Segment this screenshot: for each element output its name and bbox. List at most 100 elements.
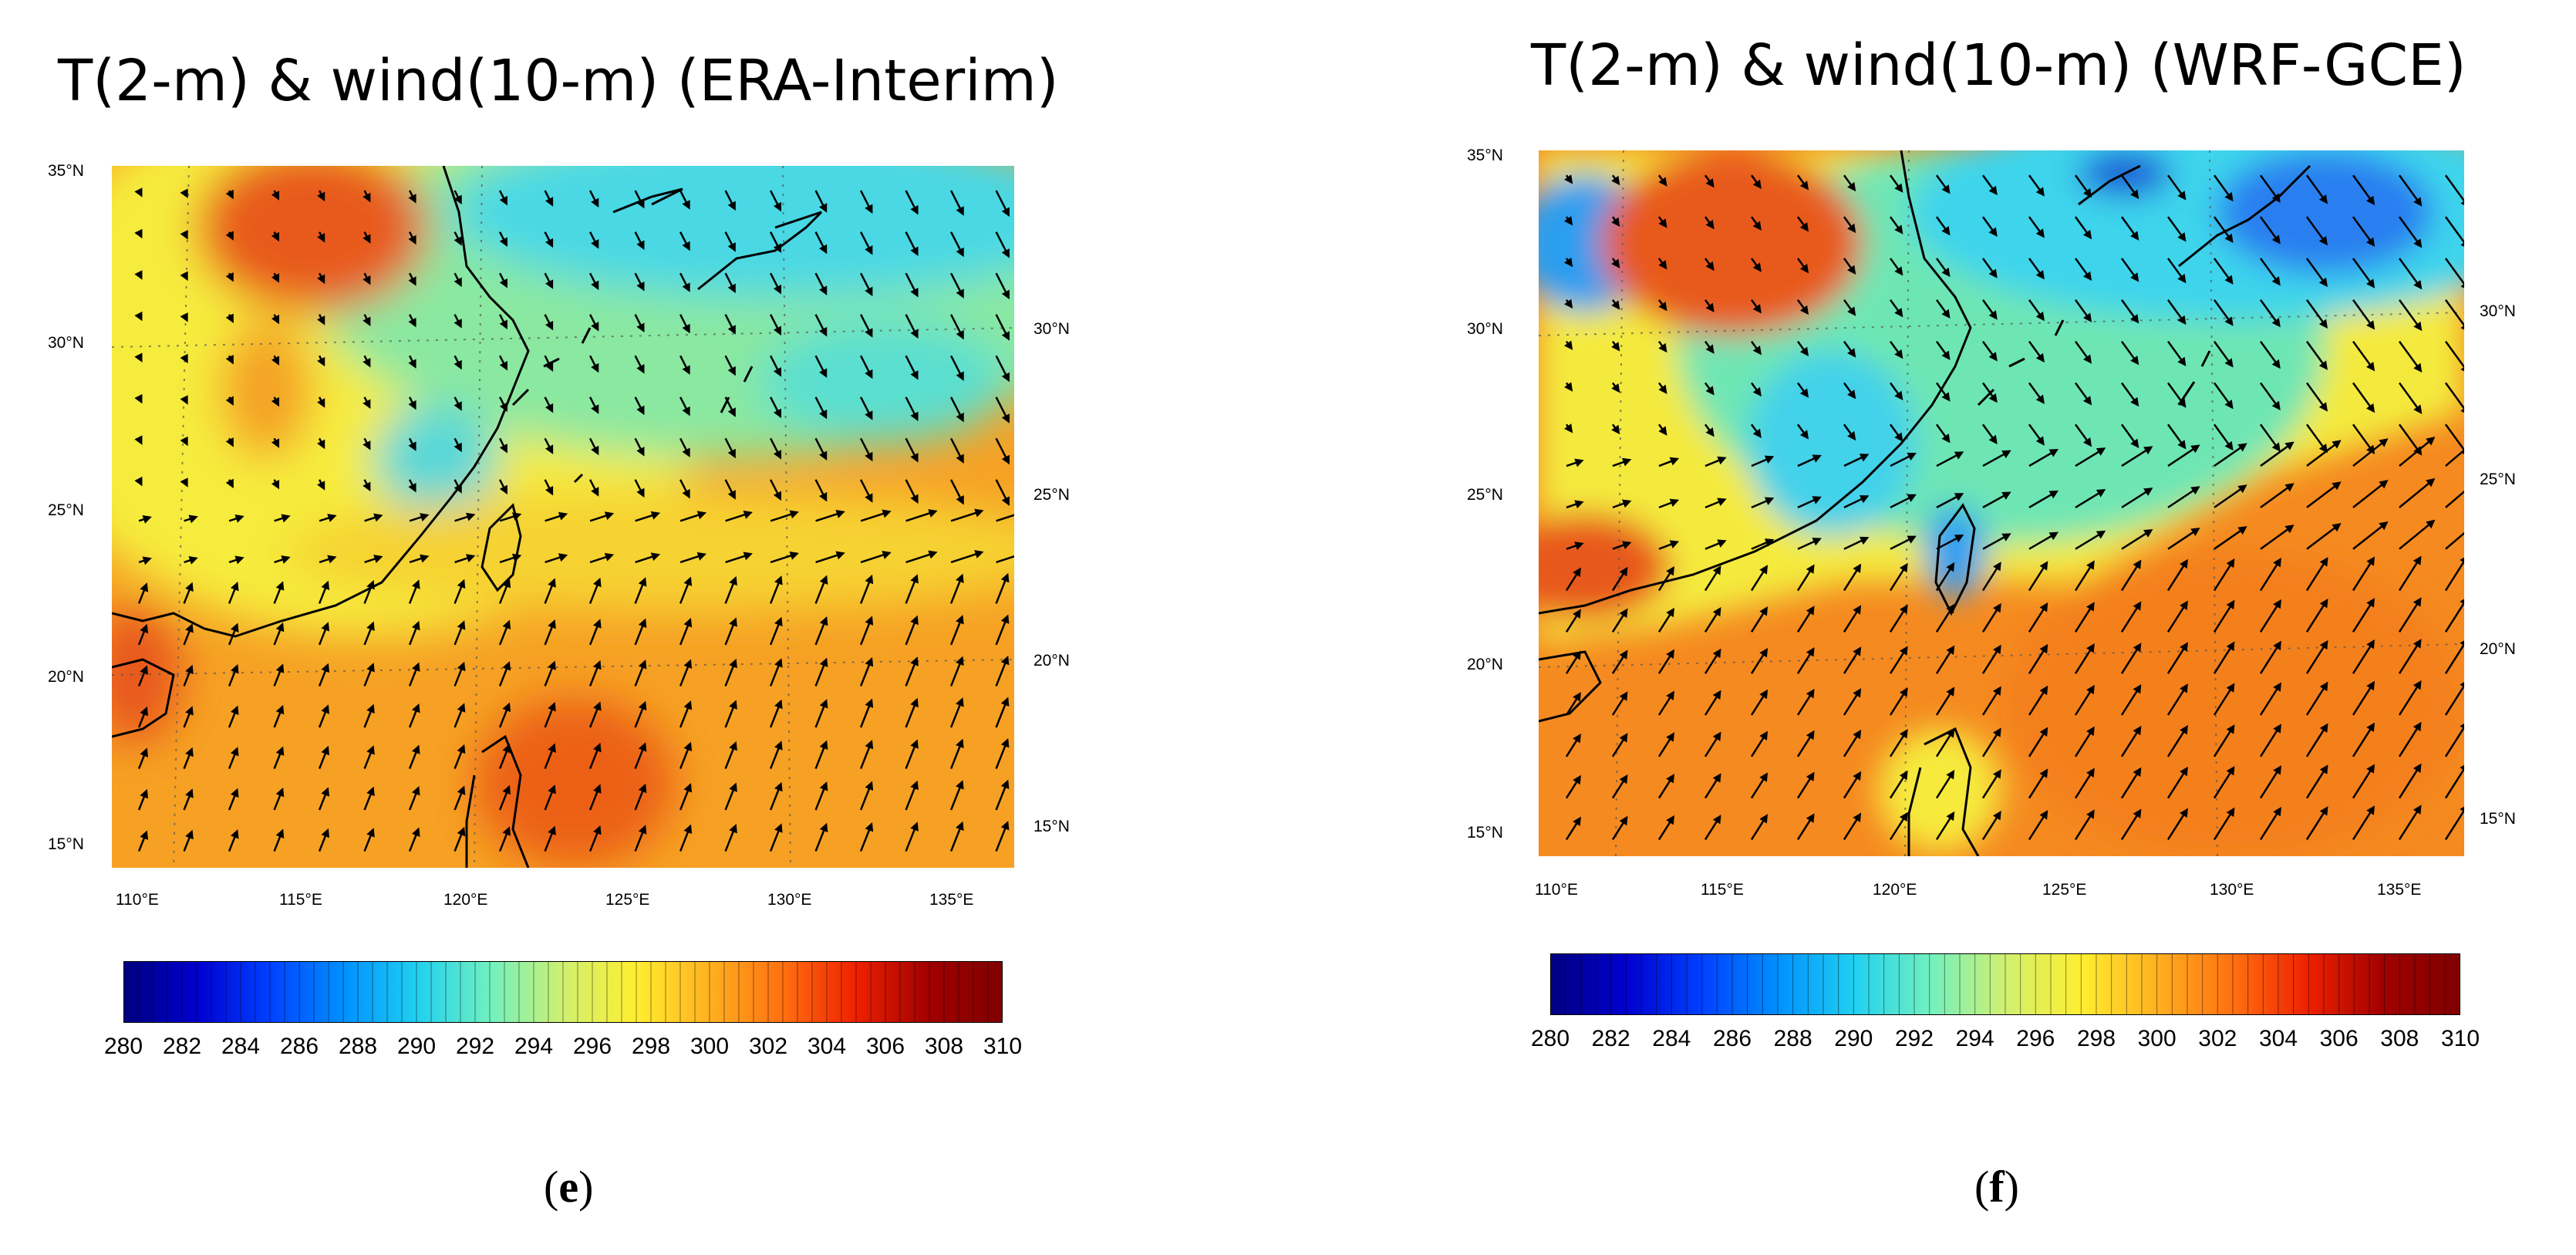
wind-arrowhead xyxy=(1941,184,1951,194)
wind-arrowhead xyxy=(2048,531,2059,541)
wind-arrowhead xyxy=(1564,257,1573,268)
wind-arrowhead xyxy=(2035,187,2045,197)
wind-arrowhead xyxy=(1993,686,2001,696)
wind-arrowhead xyxy=(321,828,330,838)
wind-arrow xyxy=(2398,764,2422,799)
wind-arrowhead xyxy=(1806,771,1815,782)
wind-arrowhead xyxy=(2083,437,2092,447)
wind-arrowhead xyxy=(2039,810,2048,820)
wind-arrowhead xyxy=(2177,191,2187,201)
wind-arrowhead xyxy=(1564,174,1573,184)
lat-tick-right: 25°N xyxy=(2480,471,2516,488)
wind-arrowhead xyxy=(2273,682,2281,692)
lat-tick-left: 15°N xyxy=(1467,824,1503,842)
wind-arrowhead xyxy=(774,699,783,710)
wind-arrowhead xyxy=(230,747,239,757)
wind-arrowhead xyxy=(1564,299,1573,309)
lon-tick: 120°E xyxy=(443,891,488,909)
wind-arrowhead xyxy=(1946,811,1955,821)
wind-arrowhead xyxy=(1853,688,1862,698)
wind-arrowhead xyxy=(910,411,919,422)
wind-arrowhead xyxy=(1574,458,1584,467)
wind-arrowhead xyxy=(134,435,143,445)
wind-arrowhead xyxy=(682,488,690,499)
wind-arrowhead xyxy=(545,485,554,496)
wind-arrowhead xyxy=(727,407,736,417)
wind-arrowhead xyxy=(134,228,143,239)
wind-arrowhead xyxy=(317,481,325,491)
wind-arrowhead xyxy=(321,745,330,756)
wind-arrowhead xyxy=(366,703,375,714)
wind-arrow xyxy=(2444,340,2464,369)
wind-arrowhead xyxy=(910,370,919,380)
wind-arrowhead xyxy=(696,511,707,520)
wind-arrow xyxy=(2398,681,2422,716)
wind-arrowhead xyxy=(281,555,291,564)
lat-tick-right: 20°N xyxy=(1033,652,1070,670)
wind-arrowhead xyxy=(1000,697,1010,707)
wind-arrow xyxy=(2306,481,2341,508)
wind-arrowhead xyxy=(1894,266,1903,276)
wind-arrowhead xyxy=(2271,400,2281,410)
wind-arrowhead xyxy=(1717,539,1727,548)
wind-arrowhead xyxy=(1946,770,1955,780)
wind-arrowhead xyxy=(1941,434,1951,444)
colorbar-tick-label: 292 xyxy=(1894,1026,1934,1051)
wind-arrowhead xyxy=(1806,813,1815,823)
wind-arrowhead xyxy=(591,322,599,332)
wind-arrowhead xyxy=(1574,541,1584,550)
wind-arrowhead xyxy=(1001,413,1010,423)
colorbar-tick-label: 298 xyxy=(631,1034,671,1059)
wind-arrow xyxy=(2398,806,2422,841)
panel-e: T(2-m) & wind(10-m) (ERA-Interim) xyxy=(48,48,1070,1212)
wind-arrowhead xyxy=(956,247,964,258)
wind-arrow xyxy=(2444,216,2464,245)
wind-arrowhead xyxy=(1764,455,1775,464)
wind-arrowhead xyxy=(1907,535,1917,544)
wind-arrowhead xyxy=(1859,536,1870,545)
wind-arrowhead xyxy=(2035,394,2045,404)
wind-arrow xyxy=(2352,438,2388,467)
wind-arrowhead xyxy=(1894,183,1903,193)
wind-arrowhead xyxy=(545,279,554,289)
colorbar-tick-label: 298 xyxy=(2076,1026,2116,1051)
wind-arrowhead xyxy=(1899,562,1908,573)
wind-arrowhead xyxy=(1899,604,1908,615)
wind-arrow xyxy=(2444,808,2464,841)
wind-arrow xyxy=(2445,490,2464,508)
lat-tick-right: 15°N xyxy=(2480,810,2516,828)
wind-arrowhead xyxy=(727,448,736,459)
wind-arrowhead xyxy=(1853,563,1862,574)
wind-arrow xyxy=(2444,643,2464,674)
wind-arrowhead xyxy=(499,319,507,329)
wind-arrowhead xyxy=(727,490,736,500)
wind-arrowhead xyxy=(275,581,285,591)
wind-arrowhead xyxy=(2412,805,2422,815)
wind-arrowhead xyxy=(819,575,828,585)
lat-tick-left: 30°N xyxy=(48,334,84,352)
wind-arrowhead xyxy=(2318,402,2328,412)
wind-arrowhead xyxy=(683,700,693,710)
wind-arrow xyxy=(2399,520,2435,550)
wind-arrowhead xyxy=(412,620,420,631)
wind-arrowhead xyxy=(1812,538,1822,546)
wind-arrowhead xyxy=(2180,683,2188,693)
wind-arrowhead xyxy=(638,660,647,670)
wind-arrowhead xyxy=(2180,724,2188,735)
wind-arrowhead xyxy=(727,325,736,335)
wind-arrowhead xyxy=(2273,558,2281,568)
wind-arrowhead xyxy=(910,204,919,215)
wind-arrowhead xyxy=(2460,806,2464,812)
wind-arrowhead xyxy=(317,191,325,202)
wind-arrowhead xyxy=(1658,260,1667,270)
wind-arrowhead xyxy=(2224,440,2234,451)
wind-arrowhead xyxy=(317,439,325,450)
wind-arrowhead xyxy=(683,824,693,835)
wind-arrow xyxy=(2306,440,2341,467)
wind-arrowhead xyxy=(1894,349,1903,359)
wind-arrowhead xyxy=(185,788,194,798)
wind-arrowhead xyxy=(140,788,149,799)
wind-arrowhead xyxy=(457,579,466,589)
wind-arrowhead xyxy=(1799,263,1809,274)
wind-arrowhead xyxy=(865,451,873,462)
